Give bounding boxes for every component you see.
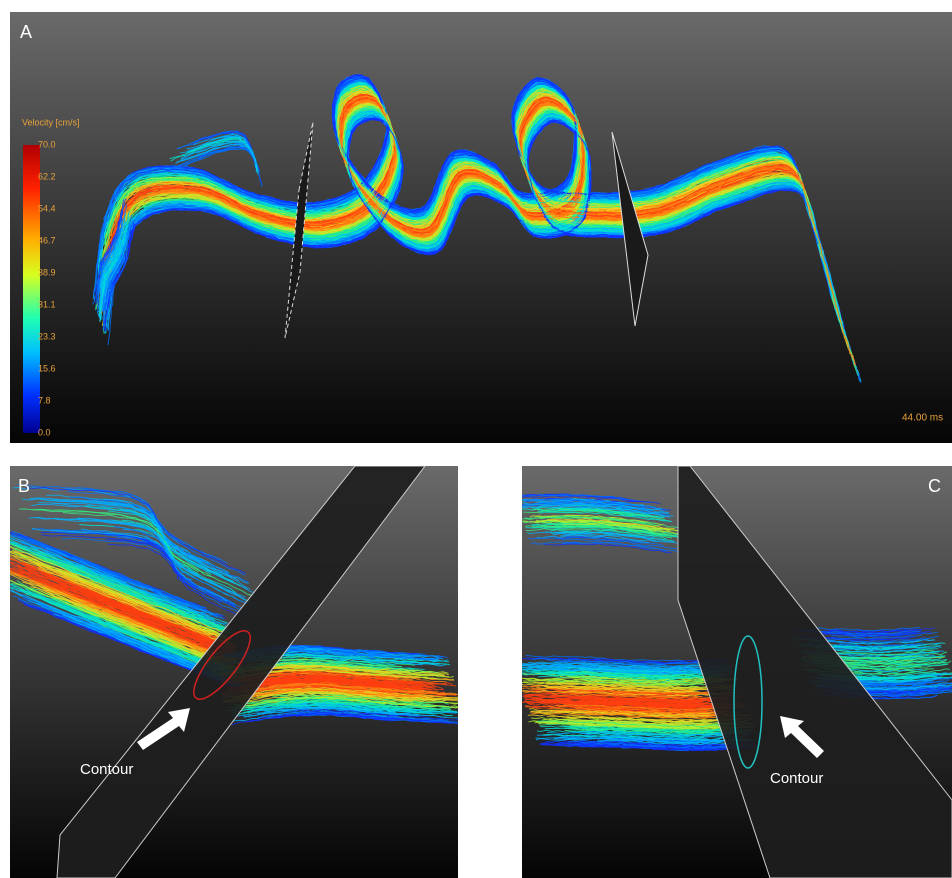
colorbar-tick-label: 70.0	[38, 139, 56, 149]
annotation: Contour	[770, 770, 823, 787]
colorbar-tick-label: 31.1	[38, 299, 56, 309]
colorbar-tick-label: 38.9	[38, 267, 56, 277]
colorbar-tick-label: 0.0	[38, 427, 51, 437]
panel-label: B	[18, 476, 30, 496]
colorbar-tick-label: 54.4	[38, 203, 56, 213]
colorbar-tick-label: 23.3	[38, 331, 56, 341]
panel-label: C	[928, 476, 941, 496]
panel-label: A	[20, 22, 32, 42]
panel-a-bg	[10, 12, 952, 443]
colorbar-title: Velocity [cm/s]	[22, 117, 80, 127]
figure: Velocity [cm/s] 70.0 62.2 54.4 46.7 38.9 31.1…	[0, 0, 952, 878]
colorbar-tick-label: 7.8	[38, 395, 51, 405]
time-label: 44.00 ms	[902, 413, 943, 424]
colorbar-tick-label: 15.6	[38, 363, 56, 373]
colorbar	[23, 145, 40, 433]
colorbar-tick-label: 46.7	[38, 235, 56, 245]
annotation: Contour	[80, 761, 133, 778]
colorbar-tick-label: 62.2	[38, 171, 56, 181]
